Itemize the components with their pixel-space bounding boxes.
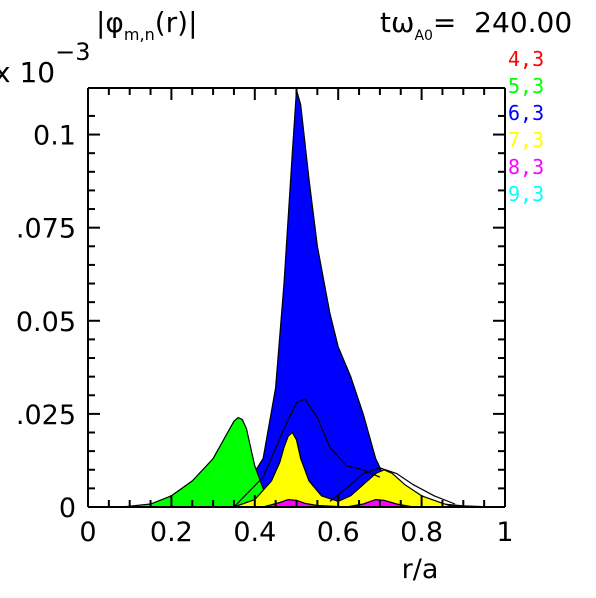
tick-labels: 0 0.2 0.4 0.6 0.8 1 0 .025 0.05 .075 0.1 [16, 121, 514, 548]
title-suffix: (r)| [155, 6, 198, 39]
series-area-7-3 [233, 431, 456, 508]
series-area-6-3 [121, 89, 493, 508]
time-subscript: A0 [414, 28, 432, 44]
legend-entry-6-3: 6,3 [508, 101, 544, 125]
time-label: tωA0= 240.00 [380, 6, 572, 44]
y-tick-label: 0.05 [16, 307, 76, 338]
axes [87, 87, 506, 508]
x-tick-label: 0.8 [400, 517, 443, 548]
time-prefix: tω [380, 6, 414, 39]
y-tick-label: 0.1 [33, 121, 76, 152]
series-layer [121, 89, 493, 508]
series-outline-2 [329, 467, 456, 505]
legend-entry-8-3: 8,3 [508, 155, 544, 179]
legend-entry-9-3: 9,3 [508, 182, 544, 206]
y-tick-label: .025 [16, 400, 76, 431]
overlay-layer [233, 398, 456, 508]
x-tick-label: 1 [496, 517, 513, 548]
chart-title: |φm,n(r)| [96, 6, 198, 44]
title-prefix: |φ [96, 6, 124, 39]
x-tick-label: 0.6 [317, 517, 360, 548]
legend: 4,3 5,3 6,3 7,3 8,3 9,3 [508, 47, 544, 206]
legend-entry-7-3: 7,3 [508, 128, 544, 152]
x-axis-label: r/a [402, 554, 439, 585]
legend-entry-4-3: 4,3 [508, 47, 544, 71]
x-tick-label: 0.2 [150, 517, 193, 548]
exponent-power: −3 [55, 38, 90, 66]
y-tick-label: .075 [16, 214, 76, 245]
y-tick-label: 0 [59, 493, 76, 524]
x-tick-label: 0 [79, 517, 96, 548]
exponent-base: x 10 [0, 56, 55, 89]
x-tick-label: 0.4 [233, 517, 276, 548]
title-subscript: m,n [124, 25, 155, 44]
exponent-label: x 10−3 [0, 38, 91, 89]
time-value: = 240.00 [433, 6, 572, 39]
series-outline-1 [233, 398, 381, 508]
legend-entry-5-3: 5,3 [508, 74, 544, 98]
